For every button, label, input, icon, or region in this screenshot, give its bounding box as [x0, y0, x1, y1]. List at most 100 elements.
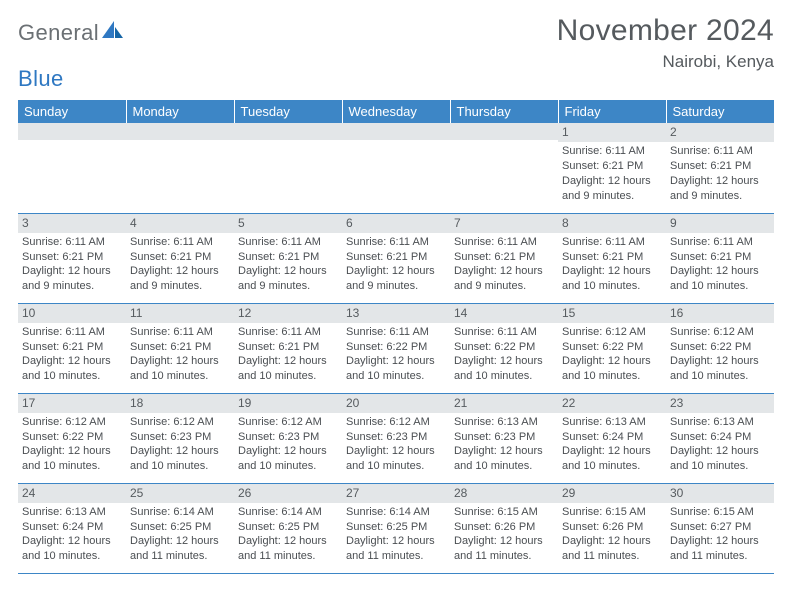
- daylight-text: Daylight: 12 hours and 11 minutes.: [130, 534, 230, 564]
- calendar-row: 17Sunrise: 6:12 AMSunset: 6:22 PMDayligh…: [18, 393, 774, 483]
- calendar-cell: 27Sunrise: 6:14 AMSunset: 6:25 PMDayligh…: [342, 483, 450, 573]
- day-header: Thursday: [450, 100, 558, 123]
- daylight-text: Daylight: 12 hours and 9 minutes.: [238, 264, 338, 294]
- day-number: 22: [562, 395, 662, 411]
- day-number: 7: [454, 215, 554, 231]
- brand-part1: General: [18, 20, 99, 46]
- sunset-text: Sunset: 6:22 PM: [22, 430, 122, 445]
- day-number: 16: [670, 305, 770, 321]
- daylight-text: Daylight: 12 hours and 10 minutes.: [22, 534, 122, 564]
- sunrise-text: Sunrise: 6:13 AM: [562, 415, 662, 430]
- sunrise-text: Sunrise: 6:14 AM: [238, 505, 338, 520]
- sunset-text: Sunset: 6:21 PM: [562, 250, 662, 265]
- daylight-text: Daylight: 12 hours and 11 minutes.: [670, 534, 770, 564]
- sunrise-text: Sunrise: 6:13 AM: [670, 415, 770, 430]
- calendar-cell-empty: [342, 123, 450, 213]
- sunrise-text: Sunrise: 6:11 AM: [22, 235, 122, 250]
- sunset-text: Sunset: 6:22 PM: [562, 340, 662, 355]
- calendar-cell: 3Sunrise: 6:11 AMSunset: 6:21 PMDaylight…: [18, 213, 126, 303]
- sunrise-text: Sunrise: 6:15 AM: [454, 505, 554, 520]
- daylight-text: Daylight: 12 hours and 10 minutes.: [22, 444, 122, 474]
- calendar-row: 1Sunrise: 6:11 AMSunset: 6:21 PMDaylight…: [18, 123, 774, 213]
- sunset-text: Sunset: 6:25 PM: [130, 520, 230, 535]
- day-number: 20: [346, 395, 446, 411]
- calendar-cell-empty: [18, 123, 126, 213]
- sunrise-text: Sunrise: 6:11 AM: [454, 325, 554, 340]
- calendar-cell: 28 Sunrise: 6:15 AMSunset: 6:26 PMDayligh…: [450, 483, 558, 573]
- sunrise-text: Sunrise: 6:12 AM: [562, 325, 662, 340]
- day-number: 21: [454, 395, 554, 411]
- sunset-text: Sunset: 6:21 PM: [670, 159, 770, 174]
- sunset-text: Sunset: 6:23 PM: [238, 430, 338, 445]
- sunset-text: Sunset: 6:24 PM: [670, 430, 770, 445]
- sunrise-text: Sunrise: 6:11 AM: [238, 325, 338, 340]
- daylight-text: Daylight: 12 hours and 9 minutes.: [562, 174, 662, 204]
- calendar-cell: 12Sunrise: 6:11 AMSunset: 6:21 PMDayligh…: [234, 303, 342, 393]
- sunset-text: Sunset: 6:22 PM: [454, 340, 554, 355]
- daylight-text: Daylight: 12 hours and 11 minutes.: [454, 534, 554, 564]
- day-number: 14: [454, 305, 554, 321]
- day-number: 2: [670, 124, 770, 140]
- calendar-cell: 19Sunrise: 6:12 AMSunset: 6:23 PMDayligh…: [234, 393, 342, 483]
- day-header: Monday: [126, 100, 234, 123]
- sunrise-text: Sunrise: 6:15 AM: [562, 505, 662, 520]
- calendar-cell: 25 Sunrise: 6:14 AMSunset: 6:25 PMDayligh…: [126, 483, 234, 573]
- daylight-text: Daylight: 12 hours and 9 minutes.: [454, 264, 554, 294]
- daylight-text: Daylight: 12 hours and 10 minutes.: [238, 444, 338, 474]
- daylight-text: Daylight: 12 hours and 10 minutes.: [670, 444, 770, 474]
- sunrise-text: Sunrise: 6:11 AM: [454, 235, 554, 250]
- day-number: 25: [130, 485, 230, 501]
- daylight-text: Daylight: 12 hours and 10 minutes.: [562, 264, 662, 294]
- day-number: 9: [670, 215, 770, 231]
- day-number: 26: [238, 485, 338, 501]
- sunrise-text: Sunrise: 6:14 AM: [346, 505, 446, 520]
- calendar-cell: 18Sunrise: 6:12 AMSunset: 6:23 PMDayligh…: [126, 393, 234, 483]
- calendar-cell: 26Sunrise: 6:14 AMSunset: 6:25 PMDayligh…: [234, 483, 342, 573]
- sunset-text: Sunset: 6:21 PM: [562, 159, 662, 174]
- sunset-text: Sunset: 6:23 PM: [346, 430, 446, 445]
- day-number: 18: [130, 395, 230, 411]
- calendar-cell: 6Sunrise: 6:11 AMSunset: 6:21 PMDaylight…: [342, 213, 450, 303]
- sunset-text: Sunset: 6:27 PM: [670, 520, 770, 535]
- sunrise-text: Sunrise: 6:11 AM: [670, 235, 770, 250]
- calendar-cell: 30Sunrise: 6:15 AMSunset: 6:27 PMDayligh…: [666, 483, 774, 573]
- sunset-text: Sunset: 6:22 PM: [346, 340, 446, 355]
- sunset-text: Sunset: 6:23 PM: [130, 430, 230, 445]
- calendar-cell: 1Sunrise: 6:11 AMSunset: 6:21 PMDaylight…: [558, 123, 666, 213]
- day-header: Sunday: [18, 100, 126, 123]
- sunrise-text: Sunrise: 6:11 AM: [130, 235, 230, 250]
- sunset-text: Sunset: 6:25 PM: [238, 520, 338, 535]
- calendar-cell: 7 Sunrise: 6:11 AMSunset: 6:21 PMDaylight…: [450, 213, 558, 303]
- sunset-text: Sunset: 6:21 PM: [238, 340, 338, 355]
- daylight-text: Daylight: 12 hours and 10 minutes.: [562, 444, 662, 474]
- sunset-text: Sunset: 6:21 PM: [454, 250, 554, 265]
- day-number: 29: [562, 485, 662, 501]
- calendar-cell: 29Sunrise: 6:15 AMSunset: 6:26 PMDayligh…: [558, 483, 666, 573]
- page: General November 2024 Nairobi, Kenya Blu…: [0, 0, 792, 584]
- sunrise-text: Sunrise: 6:11 AM: [22, 325, 122, 340]
- calendar-row: 24Sunrise: 6:13 AMSunset: 6:24 PMDayligh…: [18, 483, 774, 573]
- sunrise-text: Sunrise: 6:11 AM: [670, 144, 770, 159]
- day-number: 19: [238, 395, 338, 411]
- sunrise-text: Sunrise: 6:14 AM: [130, 505, 230, 520]
- sunrise-text: Sunrise: 6:11 AM: [130, 325, 230, 340]
- calendar-cell: 17Sunrise: 6:12 AMSunset: 6:22 PMDayligh…: [18, 393, 126, 483]
- sunset-text: Sunset: 6:26 PM: [454, 520, 554, 535]
- calendar-cell: 24Sunrise: 6:13 AMSunset: 6:24 PMDayligh…: [18, 483, 126, 573]
- brand-part2: Blue: [18, 66, 64, 92]
- calendar-cell: 20 Sunrise: 6:12 AMSunset: 6:23 PMDayligh…: [342, 393, 450, 483]
- day-number: 23: [670, 395, 770, 411]
- day-number: 27: [346, 485, 446, 501]
- location: Nairobi, Kenya: [557, 52, 774, 72]
- daylight-text: Daylight: 12 hours and 10 minutes.: [130, 444, 230, 474]
- title-block: November 2024 Nairobi, Kenya: [557, 14, 774, 72]
- day-number: 10: [22, 305, 122, 321]
- daylight-text: Daylight: 12 hours and 10 minutes.: [346, 444, 446, 474]
- calendar-cell: 21Sunrise: 6:13 AMSunset: 6:23 PMDayligh…: [450, 393, 558, 483]
- sunrise-text: Sunrise: 6:12 AM: [670, 325, 770, 340]
- sunset-text: Sunset: 6:21 PM: [130, 340, 230, 355]
- day-number: 28: [454, 485, 554, 501]
- calendar-cell: 14Sunrise: 6:11 AMSunset: 6:22 PMDayligh…: [450, 303, 558, 393]
- sunrise-text: Sunrise: 6:12 AM: [346, 415, 446, 430]
- day-number: 5: [238, 215, 338, 231]
